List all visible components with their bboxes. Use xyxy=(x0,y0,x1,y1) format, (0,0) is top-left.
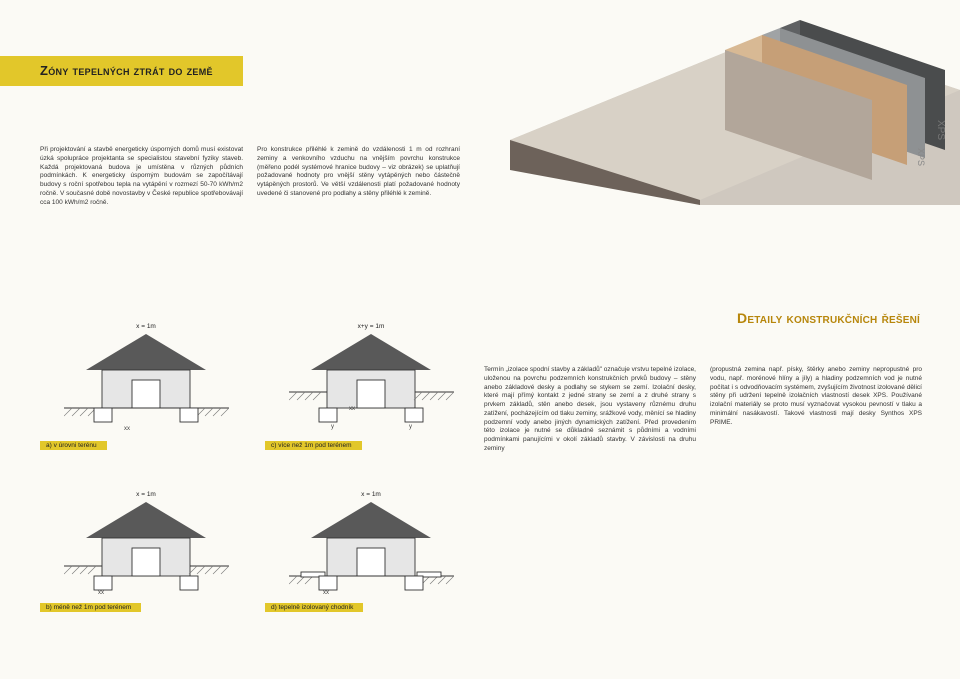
svg-text:x+y = 1m: x+y = 1m xyxy=(358,323,385,330)
detail-col-left: Termín „izolace spodní stavby a základů"… xyxy=(484,366,696,454)
title-text: Zóny tepelných ztrát do země xyxy=(40,63,213,78)
diagram-caption: b) méně než 1m pod terénem xyxy=(40,603,141,612)
svg-text:xx: xx xyxy=(98,590,104,596)
dim-label: x = 1m xyxy=(136,323,156,330)
diagram-c: x+y = 1m xyxy=(289,316,454,452)
svg-text:x = 1m: x = 1m xyxy=(361,491,381,498)
hero-render: XPS XPS xyxy=(480,0,960,205)
diagram-a: x = 1m xyxy=(64,316,229,452)
svg-text:xx: xx xyxy=(349,406,355,412)
diagram-caption: d) tepelně izolovaný chodník xyxy=(265,603,363,612)
intro-col-right: Pro konstrukce přiléhlé k zemině do vzdá… xyxy=(257,146,460,207)
svg-text:y: y xyxy=(331,424,334,430)
svg-text:xx: xx xyxy=(323,590,329,596)
diagram-caption: c) více než 1m pod terénem xyxy=(265,441,362,450)
detail-columns: Termín „izolace spodní stavby a základů"… xyxy=(484,366,922,454)
svg-text:y: y xyxy=(409,424,412,430)
intro-columns: Při projektování a stavbě energeticky ús… xyxy=(40,146,460,207)
svg-text:x = 1m: x = 1m xyxy=(136,491,156,498)
svg-text:XPS: XPS xyxy=(935,120,946,140)
diagram-d: x = 1m xyxy=(289,478,454,614)
diagram-caption: a) v úrovni terénu xyxy=(40,441,107,450)
title-banner: Zóny tepelných ztrát do země xyxy=(0,56,243,86)
svg-text:xx: xx xyxy=(124,426,130,432)
section2-title: Detaily konstrukčních řešení xyxy=(737,310,920,326)
diagram-b: x = 1m xyxy=(64,478,229,614)
svg-text:XPS: XPS xyxy=(916,148,926,166)
intro-col-left: Při projektování a stavbě energeticky ús… xyxy=(40,146,243,207)
diagram-grid: x = 1m xyxy=(64,316,454,614)
detail-col-right: (propustná zemina např. písky, štěrky an… xyxy=(710,366,922,454)
